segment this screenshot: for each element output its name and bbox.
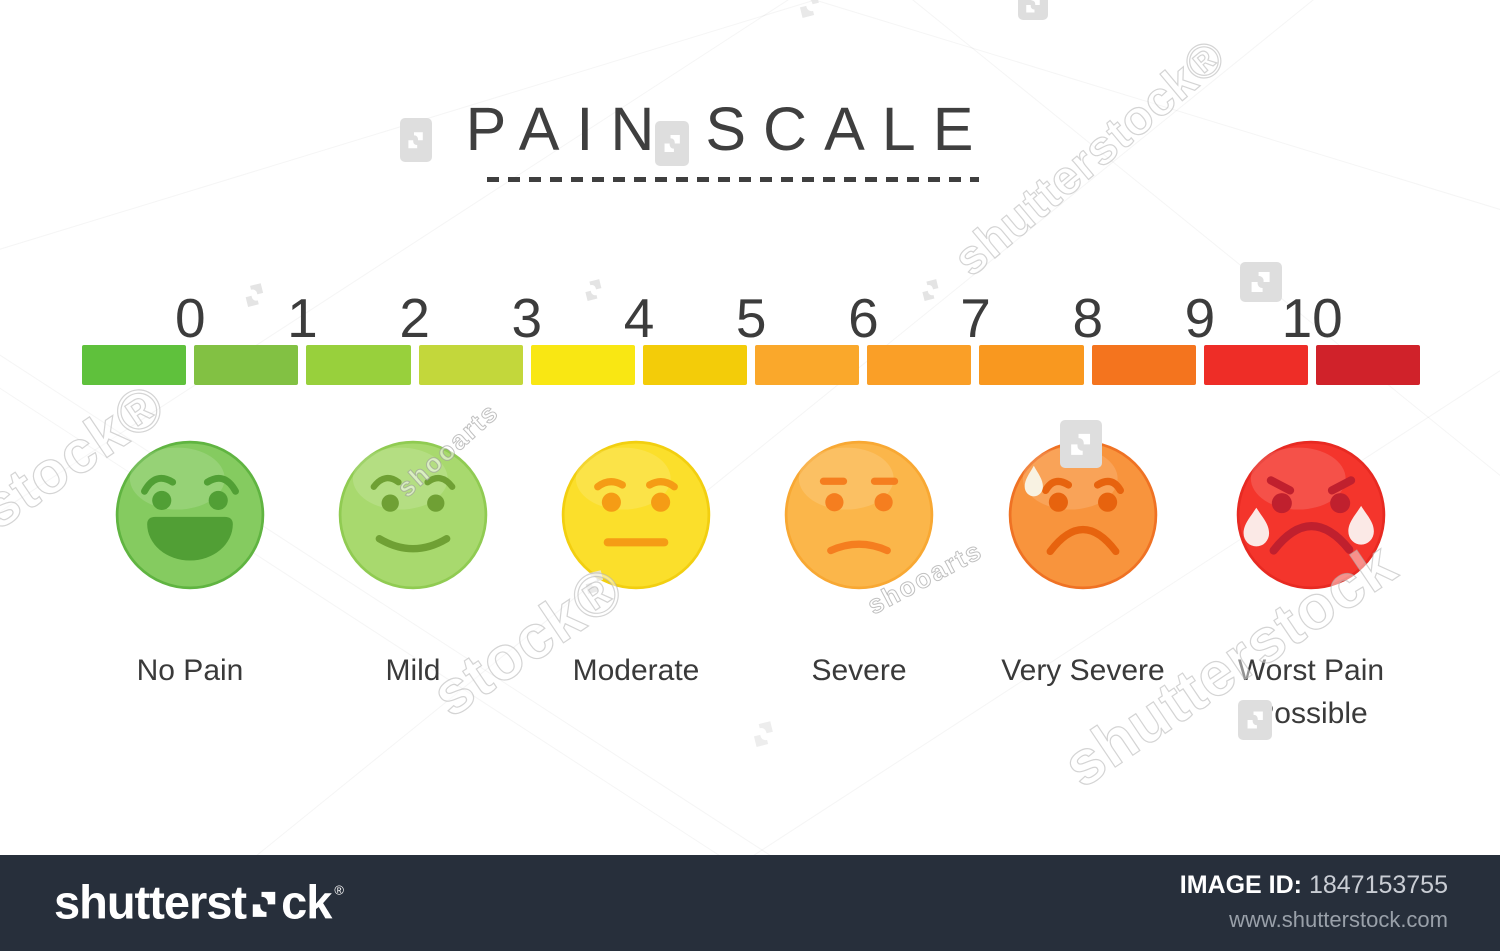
scale-segment	[194, 345, 299, 385]
crying-face-icon	[1236, 440, 1386, 590]
scale-number: 1	[287, 287, 318, 349]
registered-mark: ®	[334, 882, 344, 898]
image-meta: IMAGE ID: 1847153755 www.shutterstock.co…	[1180, 871, 1448, 933]
frowning-face-icon	[784, 440, 934, 590]
scale-number: 8	[1072, 287, 1104, 349]
shutterstock-mark-icon	[748, 718, 781, 754]
tear-drop	[1348, 505, 1374, 545]
scale-segment	[979, 345, 1084, 385]
scale-number: 5	[735, 287, 767, 349]
shutterstock-badge-icon	[1060, 420, 1102, 468]
shutterstock-mark-icon	[794, 0, 827, 26]
scale-segment	[755, 345, 860, 385]
face-worst-pain	[1229, 433, 1393, 597]
scale-number: 9	[1184, 287, 1216, 349]
scale-segment	[642, 345, 748, 385]
label-worst-pain-possible: Worst Pain Possible	[1237, 654, 1385, 730]
shutterstock-mark-icon	[252, 891, 276, 917]
page-title: PAIN SCALE	[465, 95, 991, 163]
scale-number: 0	[174, 287, 206, 349]
shutterstock-badge-icon	[1018, 0, 1048, 20]
shutterstock-mark-icon	[580, 277, 608, 309]
scale-segment	[1091, 345, 1196, 385]
image-id-value: 1847153755	[1308, 871, 1448, 899]
scale-segment	[306, 345, 411, 385]
shutterstock-badge-icon	[1240, 262, 1282, 302]
scale-number: 10	[1281, 287, 1343, 349]
smiling-face-icon	[338, 440, 488, 590]
scale-number: 3	[511, 287, 543, 349]
logo-text-pre: shutterst	[54, 875, 247, 929]
pain-scale-bar	[82, 345, 1421, 385]
shutterstock-mark-icon	[580, 568, 610, 602]
shutterstock-badge-icon	[655, 121, 689, 166]
shutterstock-badge-icon	[1238, 700, 1272, 740]
scale-segment	[867, 345, 972, 385]
scale-number: 6	[848, 287, 879, 349]
scale-segment	[530, 345, 635, 385]
shutterstock-badge-icon	[400, 118, 432, 162]
face-mild	[331, 433, 495, 597]
image-id-label: IMAGE ID:	[1179, 871, 1302, 899]
face-moderate	[554, 433, 718, 597]
shutterstock-mark-icon	[240, 281, 270, 315]
scale-number: 2	[399, 287, 430, 349]
label-severe: Severe	[811, 654, 907, 687]
scale-number: 7	[960, 287, 991, 349]
scale-number: 4	[623, 287, 655, 349]
label-moderate: Moderate	[572, 654, 700, 687]
face-severe	[777, 433, 941, 597]
image-id-line: IMAGE ID: 1847153755	[1180, 871, 1448, 900]
scale-segment	[1203, 345, 1308, 385]
scale-segment	[82, 345, 187, 385]
title-underline	[487, 177, 979, 182]
label-very-severe: Very Severe	[1001, 654, 1165, 687]
shutterstock-mark-icon	[917, 277, 945, 309]
shutterstock-logo: shutterst ck ®	[54, 874, 344, 929]
tear-drop	[1243, 507, 1270, 547]
footer-bar: shutterst ck ® IMAGE ID: 1847153755 www.…	[0, 855, 1500, 951]
scale-segment	[418, 345, 523, 385]
neutral-face-icon	[561, 440, 711, 590]
label-no-pain: No Pain	[136, 654, 244, 687]
face-no-pain	[108, 433, 272, 597]
website-url: www.shutterstock.com	[1229, 907, 1448, 932]
scale-numbers: 0 1 2 3 4 5 6 7 8 9 10	[82, 286, 1420, 349]
happy-face-icon	[115, 440, 265, 590]
scale-segment	[1315, 345, 1421, 385]
sweat-drop	[1024, 465, 1043, 497]
label-mild: Mild	[385, 654, 441, 687]
logo-text-post: ck	[281, 875, 332, 929]
